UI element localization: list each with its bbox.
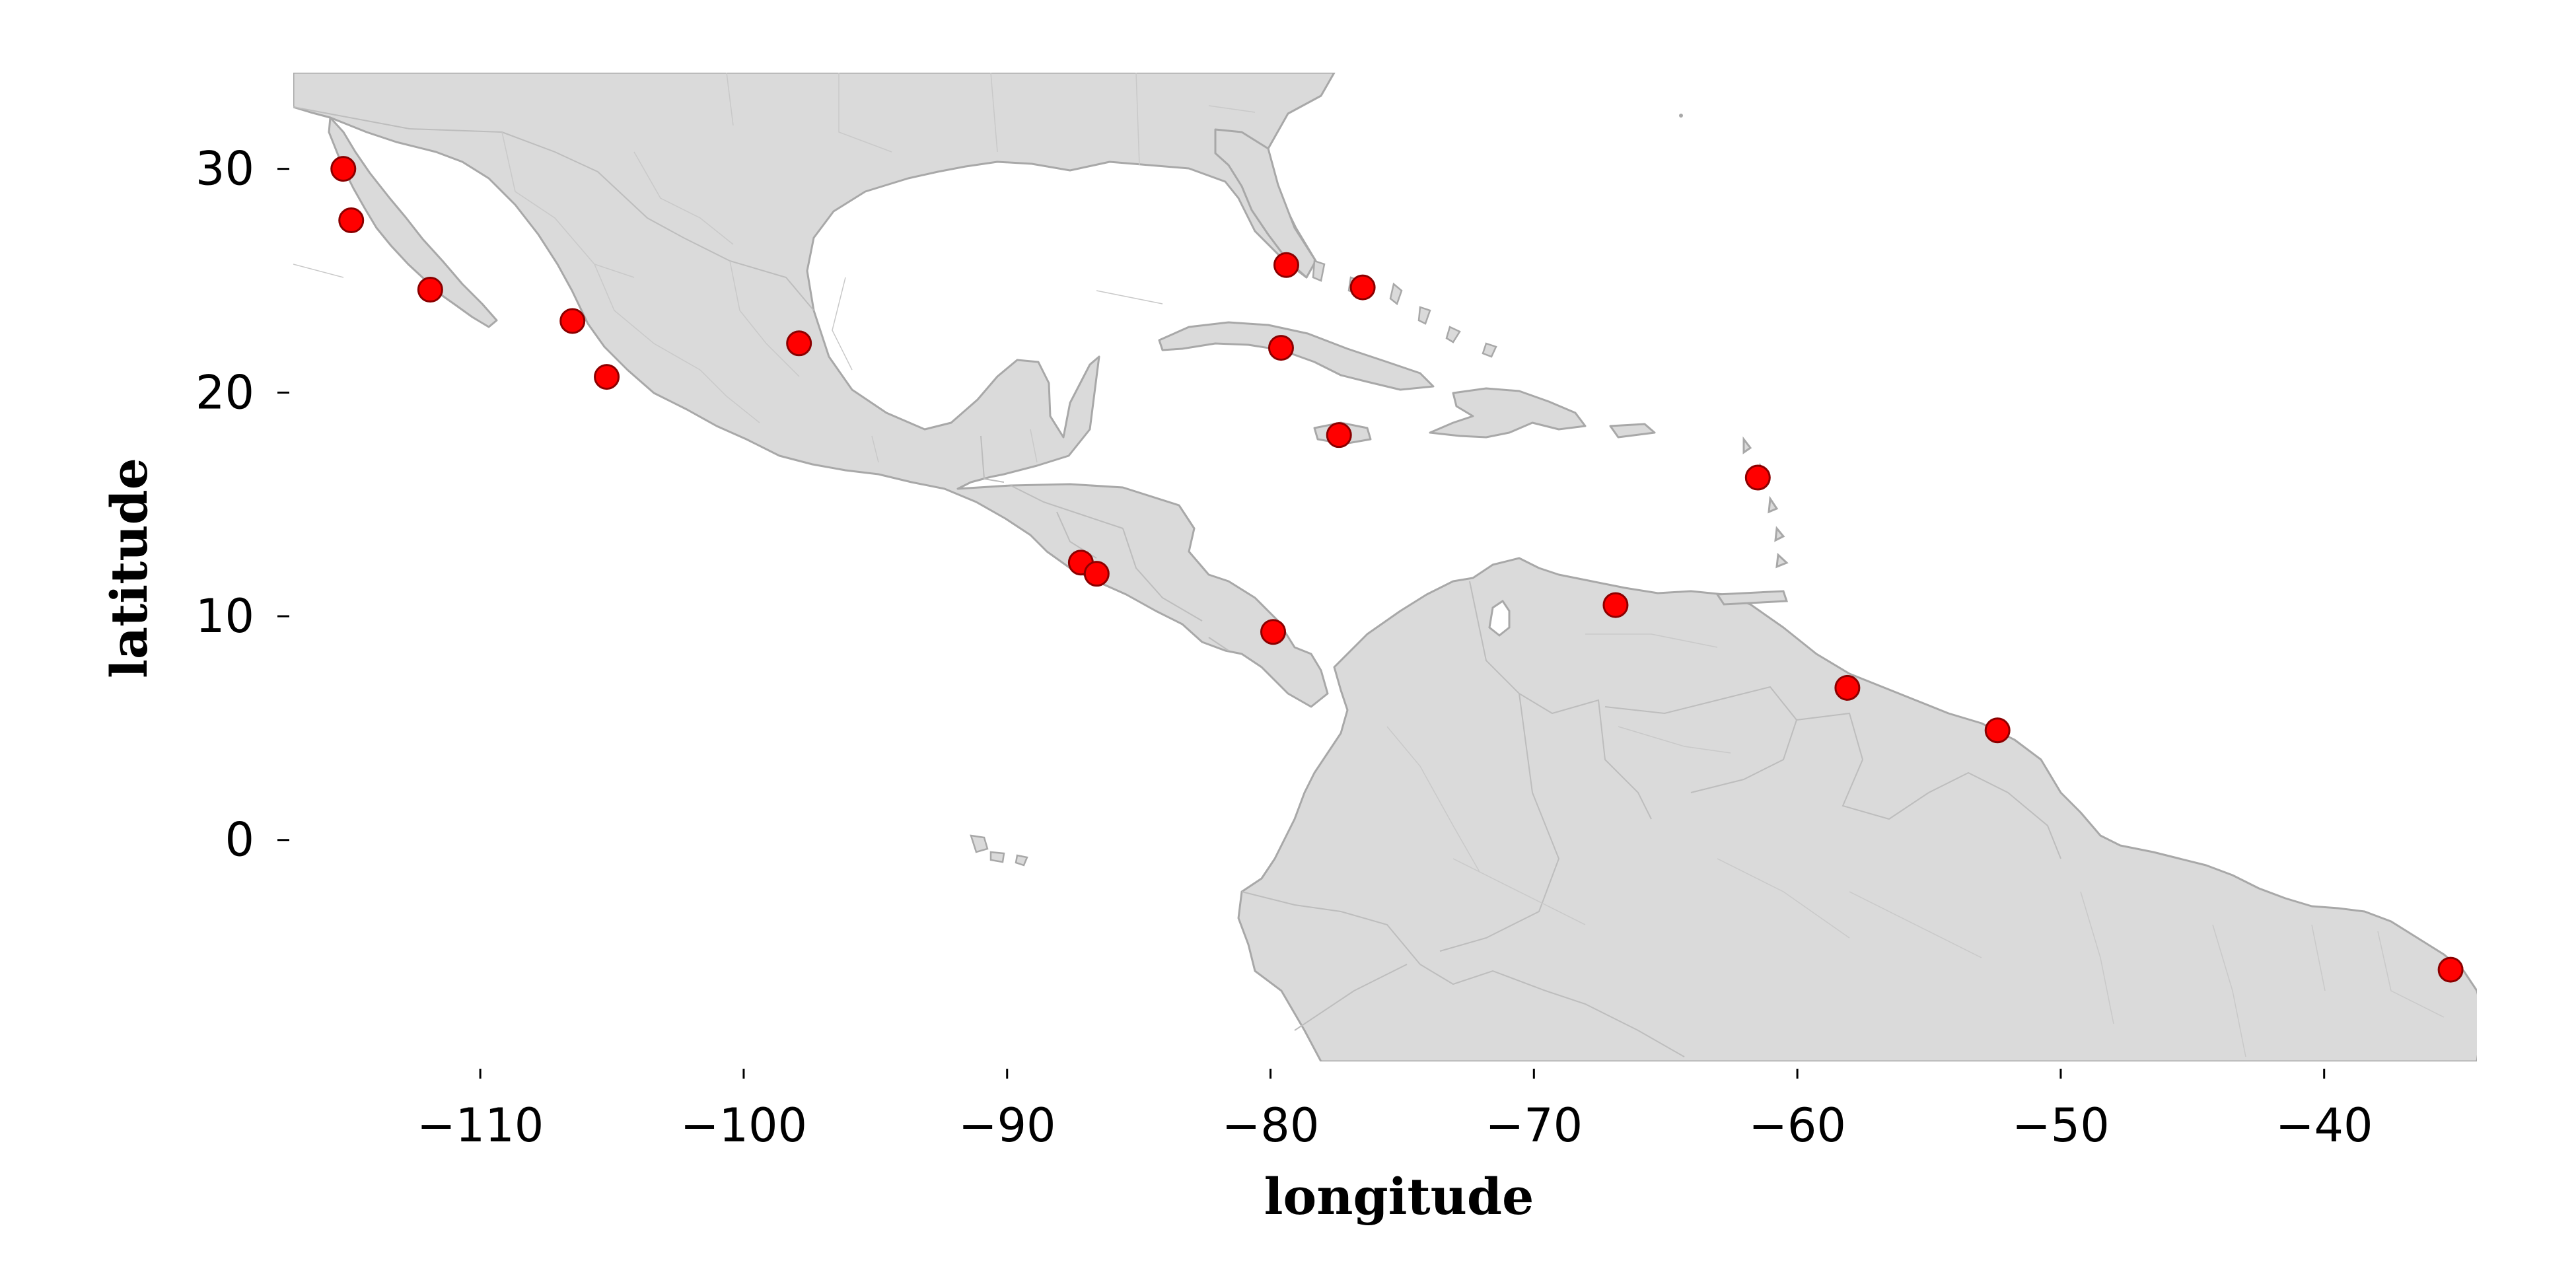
landmass-north-america — [293, 73, 1336, 708]
data-point — [786, 330, 812, 357]
y-tick-label: 0 — [225, 813, 254, 867]
data-point — [1984, 717, 2011, 744]
data-point — [1834, 674, 1861, 701]
data-point — [1744, 464, 1771, 491]
data-point — [417, 277, 443, 303]
country-borders — [293, 106, 2061, 1057]
bahamas-islands — [1312, 260, 1497, 358]
data-point — [1349, 274, 1376, 301]
x-tick-label: −50 — [2012, 1098, 2110, 1153]
lake-maracaibo — [1488, 599, 1511, 637]
bermuda-dot — [1679, 114, 1683, 118]
y-tick-label: 30 — [196, 142, 254, 196]
x-tick-label: −60 — [1748, 1098, 1846, 1153]
data-point — [1602, 592, 1629, 618]
data-point — [1326, 422, 1352, 448]
data-point — [2437, 956, 2464, 983]
landmass-south-america — [1237, 557, 2477, 1061]
data-point — [1260, 619, 1287, 645]
landmass-puerto-rico — [1609, 423, 1656, 439]
x-axis-title: longitude — [1264, 1167, 1534, 1226]
y-axis: 0 10 20 30 — [196, 142, 289, 867]
data-point — [559, 308, 586, 334]
data-point — [1273, 252, 1299, 278]
lesser-antilles — [1715, 436, 1789, 606]
data-point — [1083, 561, 1110, 587]
galapagos-islands — [970, 834, 1028, 867]
province-borders — [293, 73, 2445, 1057]
x-tick-label: −90 — [958, 1098, 1056, 1153]
data-point — [594, 364, 620, 390]
data-point — [338, 207, 365, 234]
landmass-cuba — [1158, 321, 1435, 391]
x-tick-label: −70 — [1485, 1098, 1583, 1153]
data-points — [330, 156, 2464, 983]
y-tick-label: 20 — [196, 365, 254, 419]
x-tick-label: −110 — [417, 1098, 544, 1153]
landmass-baja-california — [328, 116, 498, 328]
landmass-florida — [1214, 128, 1317, 279]
landmass-hispaniola — [1429, 387, 1587, 439]
x-axis: −110 −100 −90 −80 −70 −60 −50 −40 — [417, 1069, 2373, 1153]
data-point — [1268, 335, 1294, 361]
y-tick-label: 10 — [196, 589, 254, 643]
x-tick-label: −40 — [2275, 1098, 2373, 1153]
data-point — [330, 156, 357, 182]
x-tick-label: −80 — [1222, 1098, 1320, 1153]
basemap — [293, 73, 2477, 1061]
x-tick-label: −100 — [680, 1098, 807, 1153]
y-axis-title: latitude — [100, 458, 159, 678]
